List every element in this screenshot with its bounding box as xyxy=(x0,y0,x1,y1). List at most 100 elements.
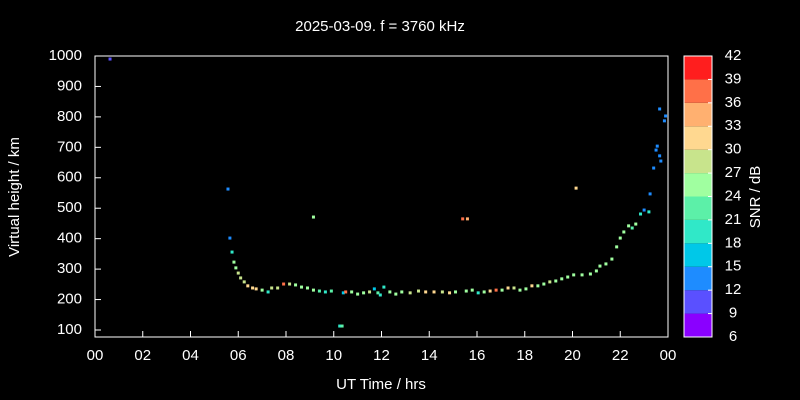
colorbar-tick-label: 36 xyxy=(725,94,742,111)
data-point xyxy=(518,288,522,292)
data-point xyxy=(654,148,658,152)
data-point xyxy=(448,291,452,295)
y-tick-label: 600 xyxy=(57,169,82,186)
colorbar-block xyxy=(684,219,712,244)
colorbar-tick-label: 24 xyxy=(725,187,742,204)
data-point xyxy=(350,290,354,294)
data-point xyxy=(376,291,380,295)
data-point xyxy=(362,291,366,295)
data-point xyxy=(658,154,662,158)
colorbar-block xyxy=(684,266,712,291)
x-tick-label: 20 xyxy=(564,347,581,364)
data-point xyxy=(630,226,634,230)
data-point xyxy=(610,257,614,261)
data-point xyxy=(662,119,666,123)
data-point xyxy=(647,210,651,214)
colorbar-block xyxy=(684,173,712,197)
data-point xyxy=(246,284,250,288)
data-point xyxy=(388,290,392,294)
data-point xyxy=(329,289,333,293)
data-point xyxy=(560,277,564,281)
data-point xyxy=(234,266,238,270)
colorbar-tick-label: 30 xyxy=(725,141,742,158)
x-tick-label: 22 xyxy=(612,347,629,364)
x-tick-label: 18 xyxy=(516,347,533,364)
colorbar-tick-label: 42 xyxy=(725,47,742,64)
data-point xyxy=(270,286,274,290)
data-point xyxy=(622,230,626,234)
data-point xyxy=(317,289,321,293)
x-tick-label: 14 xyxy=(421,347,438,364)
data-point xyxy=(282,282,286,286)
data-point xyxy=(382,285,386,289)
x-tick-label: 02 xyxy=(134,347,151,364)
x-tick-label: 16 xyxy=(469,347,486,364)
colorbar-tick-label: 21 xyxy=(725,211,742,228)
data-point xyxy=(276,286,280,290)
data-point xyxy=(242,280,246,284)
colorbar-block xyxy=(684,126,712,150)
data-point xyxy=(424,290,428,294)
data-point xyxy=(598,264,602,268)
data-point xyxy=(652,166,656,170)
y-tick-label: 1000 xyxy=(49,47,82,64)
data-point xyxy=(394,292,398,296)
data-point xyxy=(417,289,421,293)
colorbar-block xyxy=(684,243,712,267)
x-tick-label: 00 xyxy=(87,347,104,364)
data-point xyxy=(400,290,404,294)
data-point xyxy=(226,187,230,191)
y-tick-label: 500 xyxy=(57,199,82,216)
x-tick-label: 06 xyxy=(230,347,247,364)
y-tick-label: 100 xyxy=(57,321,82,338)
colorbar-block xyxy=(684,79,712,103)
colorbar-label: SNR / dB xyxy=(747,166,764,229)
colorbar-block xyxy=(684,149,712,174)
y-tick-label: 200 xyxy=(57,291,82,308)
data-point xyxy=(642,208,646,212)
data-point xyxy=(588,272,592,276)
x-tick-label: 12 xyxy=(373,347,390,364)
data-point xyxy=(232,260,236,264)
data-point xyxy=(618,236,622,240)
data-point xyxy=(465,217,469,221)
y-tick-label: 300 xyxy=(57,260,82,277)
data-point xyxy=(659,159,663,163)
data-point xyxy=(615,245,619,249)
colorbar-block xyxy=(684,313,712,337)
data-point xyxy=(432,290,436,294)
data-point xyxy=(340,324,344,328)
x-axis-label: UT Time / hrs xyxy=(336,376,426,393)
colorbar-block xyxy=(684,56,712,80)
data-point xyxy=(372,287,376,291)
y-tick-label: 700 xyxy=(57,138,82,155)
x-tick-label: 00 xyxy=(660,347,677,364)
data-point xyxy=(454,290,458,294)
colorbar-tick-label: 33 xyxy=(725,117,742,134)
colorbar-tick-label: 15 xyxy=(725,258,742,275)
data-point xyxy=(461,217,465,221)
y-axis-label: Virtual height / km xyxy=(6,137,23,257)
colorbar-tick-label: 6 xyxy=(729,328,737,345)
data-point xyxy=(236,271,240,275)
data-point xyxy=(464,289,468,293)
data-point xyxy=(574,186,578,190)
data-point xyxy=(305,286,309,290)
chart-title: 2025-03-09. f = 3760 kHz xyxy=(295,18,465,35)
data-point xyxy=(536,284,540,288)
data-point xyxy=(524,287,528,291)
data-point xyxy=(476,291,480,295)
data-point xyxy=(378,293,382,297)
data-point xyxy=(266,290,270,294)
data-point xyxy=(368,290,372,294)
data-point xyxy=(542,282,546,286)
data-point xyxy=(655,144,659,148)
colorbar-tick-label: 12 xyxy=(725,281,742,298)
colorbar-block xyxy=(684,102,712,127)
y-tick-label: 800 xyxy=(57,108,82,125)
data-point xyxy=(512,286,516,290)
data-point xyxy=(566,275,570,279)
data-point xyxy=(338,324,342,328)
x-tick-label: 10 xyxy=(325,347,342,364)
data-point xyxy=(356,292,360,296)
